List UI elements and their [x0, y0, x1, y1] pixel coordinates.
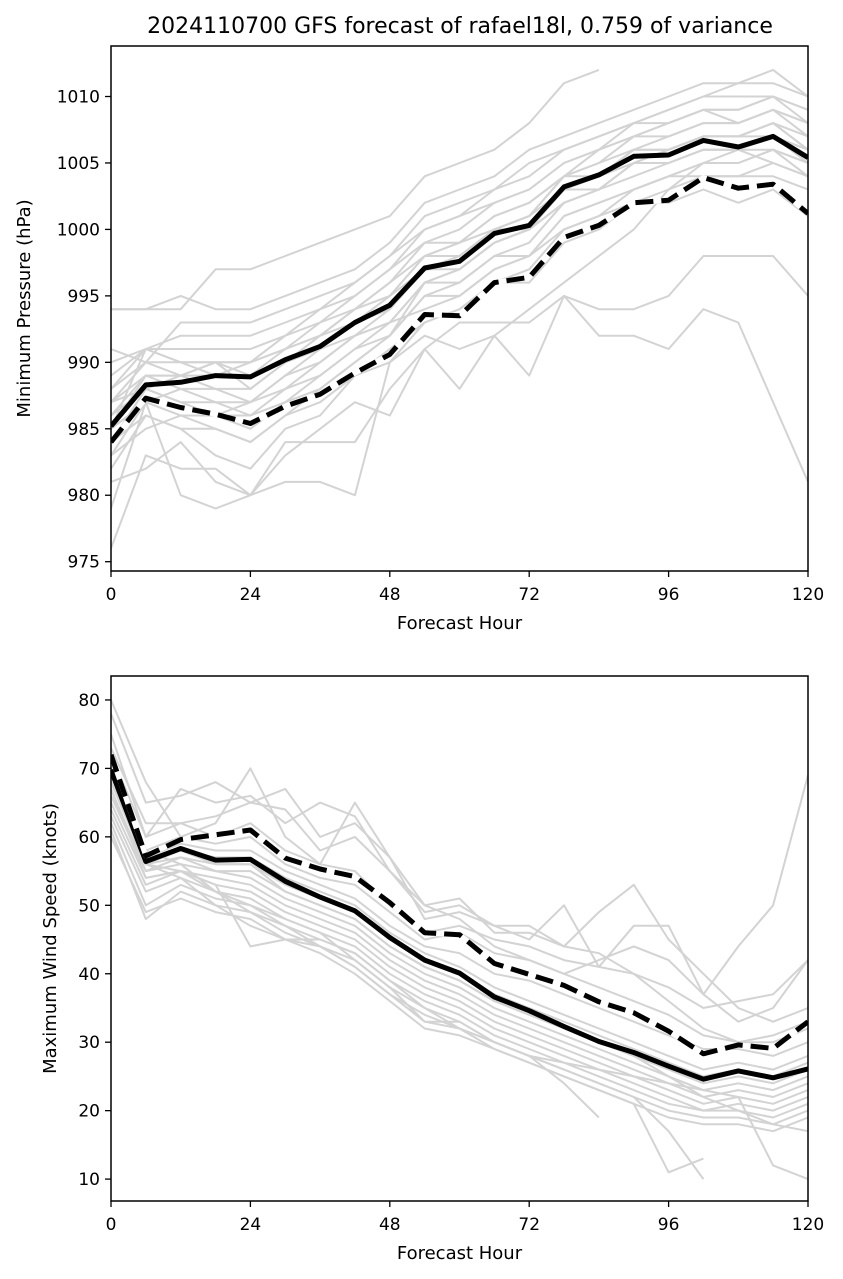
pressure-y-tick-label: 1010 — [57, 88, 100, 108]
wind-member-line-4 — [111, 747, 808, 1023]
pressure-x-tick-label: 0 — [106, 585, 117, 605]
wind-y-tick-label: 60 — [78, 828, 100, 848]
pressure-tick-group: 0 24 48 72 96 120 975 980 985 990 995 1000 1005 1010 — [57, 88, 824, 605]
wind-y-axis-label: Maximum Wind Speed (knots) — [40, 803, 61, 1074]
wind-member-line-13 — [111, 809, 808, 1105]
pressure-panel: 0 24 48 72 96 120975980985990995100010051010 … — [14, 45, 824, 634]
pressure-member-line-1 — [111, 294, 808, 549]
pressure-y-tick-label: 1000 — [57, 220, 100, 240]
wind-member-line-22 — [111, 781, 808, 1133]
wind-series-group — [111, 699, 808, 1181]
pressure-y-axis-label: Minimum Pressure (hPa) — [14, 199, 35, 417]
wind-solid-mean-line — [111, 768, 808, 1082]
wind-x-tick-label: 48 — [379, 1215, 401, 1235]
wind-panel: 0 24 48 72 96 120 10 20 30 40 50 60 70 80 Forecast Ho… — [40, 675, 824, 1264]
wind-member-line-19 — [111, 781, 704, 1174]
wind-member-line-1 — [111, 699, 808, 996]
wind-member-line-2 — [111, 713, 808, 1023]
pressure-dashed-mean-line — [111, 175, 808, 444]
pressure-y-tick-label: 1005 — [57, 154, 100, 174]
wind-y-tick-label: 20 — [78, 1102, 100, 1122]
pressure-x-tick-label: 120 — [792, 585, 824, 605]
pressure-x-tick-label: 96 — [658, 585, 680, 605]
pressure-member-line-19 — [111, 188, 808, 444]
pressure-member-line-23 — [111, 108, 808, 404]
wind-y-tick-label: 50 — [78, 896, 100, 916]
wind-member-line-3 — [111, 733, 808, 1009]
wind-member-line-14 — [111, 815, 808, 1112]
pressure-x-tick-label: 72 — [518, 585, 540, 605]
wind-y-tick-label: 70 — [78, 759, 100, 779]
wind-y-tick-label: 40 — [78, 965, 100, 985]
pressure-y-tick-label: 995 — [68, 287, 100, 307]
wind-tick-group: 0 24 48 72 96 120 10 20 30 40 50 60 70 80 — [78, 691, 824, 1235]
wind-x-tick-label: 24 — [240, 1215, 262, 1235]
pressure-member-line-24 — [111, 148, 808, 443]
pressure-member-line-3 — [111, 255, 808, 497]
pressure-axes-frame — [110, 45, 809, 572]
pressure-y-tick-label: 990 — [68, 353, 100, 373]
wind-member-line-21 — [111, 788, 808, 1181]
wind-x-tick-label: 0 — [106, 1215, 117, 1235]
wind-member-line-11 — [111, 795, 808, 1092]
pressure-x-tick-label: 24 — [240, 585, 262, 605]
wind-dashed-mean-line — [111, 753, 808, 1057]
wind-y-tick-label: 80 — [78, 691, 100, 711]
wind-y-tick-label: 10 — [78, 1170, 100, 1190]
figure-title: 2024110700 GFS forecast of rafael18l, 0.… — [147, 14, 773, 39]
pressure-member-line-14 — [111, 82, 808, 364]
wind-x-tick-label: 72 — [518, 1215, 540, 1235]
wind-x-axis-label: Forecast Hour — [397, 1243, 523, 1264]
pressure-member-line-15 — [111, 68, 808, 311]
pressure-y-tick-label: 980 — [68, 486, 100, 506]
wind-x-tick-label: 120 — [792, 1215, 824, 1235]
wind-axes-frame — [110, 675, 809, 1202]
pressure-x-axis-label: Forecast Hour — [397, 613, 523, 634]
pressure-x-tick-label: 48 — [379, 585, 401, 605]
pressure-series-group — [111, 68, 808, 549]
pressure-solid-mean-line — [111, 133, 808, 428]
wind-y-tick-label: 30 — [78, 1033, 100, 1053]
pressure-member-line-16 — [111, 68, 600, 311]
wind-member-line-12 — [111, 802, 808, 1098]
pressure-member-line-2 — [111, 148, 808, 510]
wind-member-line-15 — [111, 822, 808, 1119]
wind-x-tick-label: 96 — [658, 1215, 680, 1235]
pressure-y-tick-label: 975 — [68, 553, 100, 573]
pressure-y-tick-label: 985 — [68, 420, 100, 440]
